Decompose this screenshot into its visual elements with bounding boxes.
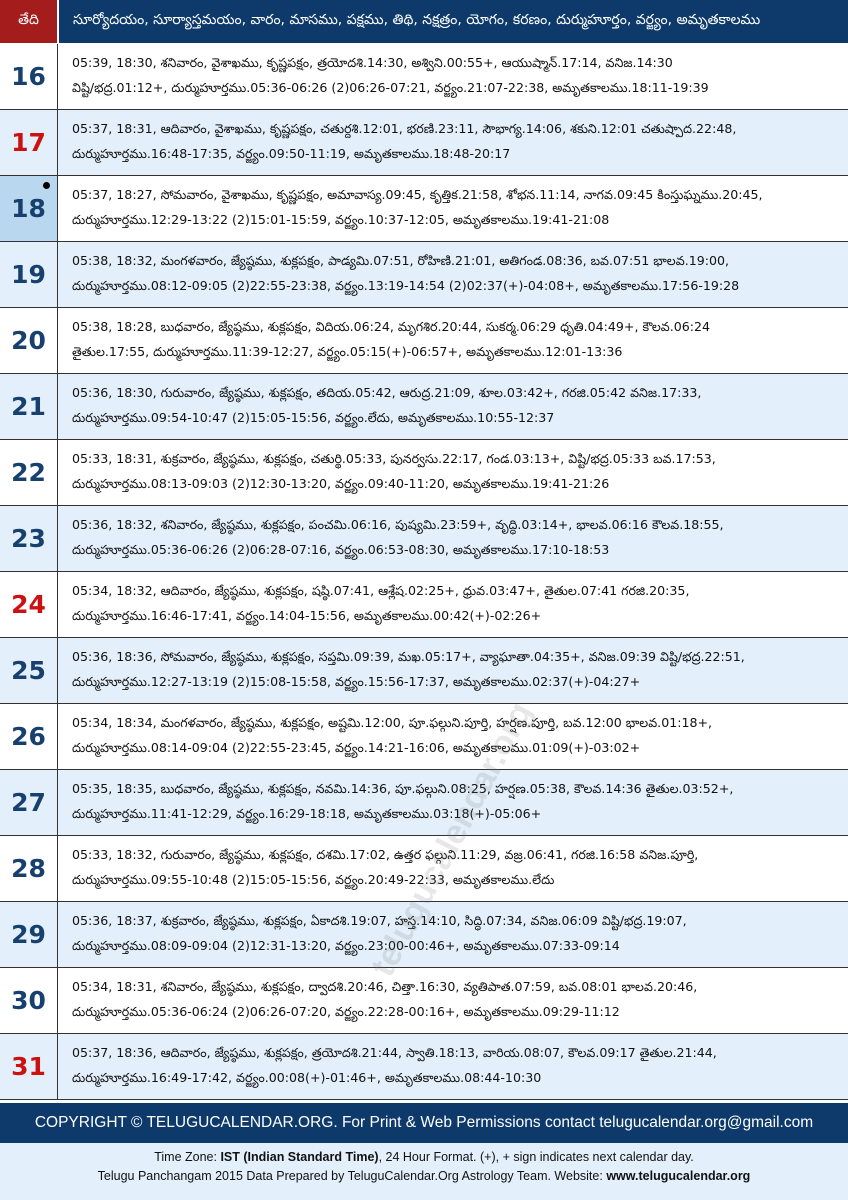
day-number: 31 <box>0 1034 58 1099</box>
details-line1: 05:37, 18:36, ఆదివారం, జ్యేష్ఠము, శుక్లప… <box>72 1045 717 1060</box>
day-number: 25 <box>0 638 58 703</box>
details-line1: 05:36, 18:37, శుక్రవారం, జ్యేష్ఠము, శుక్… <box>72 913 687 928</box>
website-link[interactable]: www.telugucalendar.org <box>606 1169 751 1183</box>
table-row: 28 05:33, 18:32, గురువారం, జ్యేష్ఠము, శుక… <box>0 836 848 902</box>
new-moon-dot-icon <box>43 182 50 189</box>
day-number: 21 <box>0 374 58 439</box>
day-details: 05:36, 18:37, శుక్రవారం, జ్యేష్ఠము, శుక్… <box>58 902 848 967</box>
details-line2: దుర్ముహూర్తము.16:49-17:42, వర్జ్యం.00:08… <box>72 1070 542 1085</box>
day-number: 27 <box>0 770 58 835</box>
table-row: 25 05:36, 18:36, సోమవారం, జ్యేష్ఠము, శుక్… <box>0 638 848 704</box>
table-row: 21 05:36, 18:30, గురువారం, జ్యేష్ఠము, శుక… <box>0 374 848 440</box>
details-line2: దుర్ముహూర్తము.05:36-06:24 (2)06:26-07:20… <box>72 1004 620 1019</box>
details-line2: దుర్ముహూర్తము.08:12-09:05 (2)22:55-23:38… <box>72 278 740 293</box>
day-number: 28 <box>0 836 58 901</box>
day-details: 05:33, 18:31, శుక్రవారం, జ్యేష్ఠము, శుక్… <box>58 440 848 505</box>
details-line2: దుర్ముహూర్తము.05:36-06:26 (2)06:28-07:16… <box>72 542 610 557</box>
day-number: 30 <box>0 968 58 1033</box>
details-line1: 05:39, 18:30, శనివారం, వైశాఖము, కృష్ణపక్… <box>72 55 673 70</box>
day-number: 22 <box>0 440 58 505</box>
table-row: 31 05:37, 18:36, ఆదివారం, జ్యేష్ఠము, శుక్… <box>0 1034 848 1100</box>
day-number: 26 <box>0 704 58 769</box>
table-row: 17 05:37, 18:31, ఆదివారం, వైశాఖము, కృష్ణప… <box>0 110 848 176</box>
day-details: 05:37, 18:36, ఆదివారం, జ్యేష్ఠము, శుక్లప… <box>58 1034 848 1099</box>
day-number: 29 <box>0 902 58 967</box>
details-line2: దుర్ముహూర్తము.08:13-09:03 (2)12:30-13:20… <box>72 476 610 491</box>
date-column-header: తేది <box>0 0 57 43</box>
details-line2: విష్టి/భద్ర.01:12+, దుర్ముహూర్తము.05:36-… <box>72 80 709 95</box>
details-line2: దుర్ముహూర్తము.09:54-10:47 (2)15:05-15:56… <box>72 410 555 425</box>
day-details: 05:34, 18:31, శనివారం, జ్యేష్ఠము, శుక్లప… <box>58 968 848 1033</box>
details-line1: 05:38, 18:28, బుధవారం, జ్యేష్ఠము, శుక్లప… <box>72 319 711 334</box>
details-line1: 05:36, 18:32, శనివారం, జ్యేష్ఠము, శుక్లప… <box>72 517 724 532</box>
day-details: 05:39, 18:30, శనివారం, వైశాఖము, కృష్ణపక్… <box>58 44 848 109</box>
footer-notes: Time Zone: IST (Indian Standard Time), 2… <box>0 1143 848 1200</box>
day-number: 17 <box>0 110 58 175</box>
details-line1: 05:37, 18:27, సోమవారం, వైశాఖము, కృష్ణపక్… <box>72 187 763 202</box>
day-number: 20 <box>0 308 58 373</box>
table-row: 23 05:36, 18:32, శనివారం, జ్యేష్ఠము, శుక్… <box>0 506 848 572</box>
day-details: 05:37, 18:27, సోమవారం, వైశాఖము, కృష్ణపక్… <box>58 176 848 241</box>
table-row: 27 05:35, 18:35, బుధవారం, జ్యేష్ఠము, శుక్… <box>0 770 848 836</box>
day-details: 05:36, 18:30, గురువారం, జ్యేష్ఠము, శుక్ల… <box>58 374 848 439</box>
panchangam-table: 16 05:39, 18:30, శనివారం, వైశాఖము, కృష్ణప… <box>0 44 848 1100</box>
table-row: 20 05:38, 18:28, బుధవారం, జ్యేష్ఠము, శుక్… <box>0 308 848 374</box>
day-details: 05:37, 18:31, ఆదివారం, వైశాఖము, కృష్ణపక్… <box>58 110 848 175</box>
copyright-bar: COPYRIGHT © TELUGUCALENDAR.ORG. For Prin… <box>0 1103 848 1143</box>
table-header: తేది సూర్యోదయం, సూర్యాస్తమయం, వారం, మాసమ… <box>0 0 848 43</box>
credit-note: Telugu Panchangam 2015 Data Prepared by … <box>97 1169 751 1183</box>
details-line1: 05:35, 18:35, బుధవారం, జ్యేష్ఠము, శుక్లప… <box>72 781 734 796</box>
details-line1: 05:34, 18:34, మంగళవారం, జ్యేష్ఠము, శుక్ల… <box>72 715 713 730</box>
day-details: 05:38, 18:32, మంగళవారం, జ్యేష్ఠము, శుక్ల… <box>58 242 848 307</box>
day-details: 05:33, 18:32, గురువారం, జ్యేష్ఠము, శుక్ల… <box>58 836 848 901</box>
day-number: 19 <box>0 242 58 307</box>
day-number: 16 <box>0 44 58 109</box>
timezone-note: Time Zone: IST (Indian Standard Time), 2… <box>154 1150 694 1164</box>
day-number: 18 <box>0 176 58 241</box>
details-column-header: సూర్యోదయం, సూర్యాస్తమయం, వారం, మాసము, పక… <box>59 0 848 43</box>
details-line2: దుర్ముహూర్తము.08:14-09:04 (2)22:55-23:45… <box>72 740 641 755</box>
table-row: 22 05:33, 18:31, శుక్రవారం, జ్యేష్ఠము, శు… <box>0 440 848 506</box>
table-row: 18 05:37, 18:27, సోమవారం, వైశాఖము, కృష్ణప… <box>0 176 848 242</box>
details-line2: దుర్ముహూర్తము.12:29-13:22 (2)15:01-15:59… <box>72 212 610 227</box>
details-line1: 05:33, 18:31, శుక్రవారం, జ్యేష్ఠము, శుక్… <box>72 451 716 466</box>
day-details: 05:38, 18:28, బుధవారం, జ్యేష్ఠము, శుక్లప… <box>58 308 848 373</box>
details-line1: 05:33, 18:32, గురువారం, జ్యేష్ఠము, శుక్ల… <box>72 847 699 862</box>
day-number: 24 <box>0 572 58 637</box>
details-line1: 05:38, 18:32, మంగళవారం, జ్యేష్ఠము, శుక్ల… <box>72 253 729 268</box>
table-row: 30 05:34, 18:31, శనివారం, జ్యేష్ఠము, శుక్… <box>0 968 848 1034</box>
table-row: 26 05:34, 18:34, మంగళవారం, జ్యేష్ఠము, శుక… <box>0 704 848 770</box>
table-row: 29 05:36, 18:37, శుక్రవారం, జ్యేష్ఠము, శు… <box>0 902 848 968</box>
day-details: 05:34, 18:32, ఆదివారం, జ్యేష్ఠము, శుక్లప… <box>58 572 848 637</box>
table-row: 16 05:39, 18:30, శనివారం, వైశాఖము, కృష్ణప… <box>0 44 848 110</box>
details-line1: 05:36, 18:30, గురువారం, జ్యేష్ఠము, శుక్ల… <box>72 385 702 400</box>
details-line1: 05:34, 18:31, శనివారం, జ్యేష్ఠము, శుక్లప… <box>72 979 698 994</box>
table-row: 24 05:34, 18:32, ఆదివారం, జ్యేష్ఠము, శుక్… <box>0 572 848 638</box>
day-details: 05:36, 18:36, సోమవారం, జ్యేష్ఠము, శుక్లప… <box>58 638 848 703</box>
details-line2: దుర్ముహూర్తము.16:46-17:41, వర్జ్యం.14:04… <box>72 608 542 623</box>
day-details: 05:36, 18:32, శనివారం, జ్యేష్ఠము, శుక్లప… <box>58 506 848 571</box>
day-number: 23 <box>0 506 58 571</box>
details-line1: 05:37, 18:31, ఆదివారం, వైశాఖము, కృష్ణపక్… <box>72 121 737 136</box>
details-line2: దుర్ముహూర్తము.09:55-10:48 (2)15:05-15:56… <box>72 872 555 887</box>
table-row: 19 05:38, 18:32, మంగళవారం, జ్యేష్ఠము, శుక… <box>0 242 848 308</box>
details-line2: దుర్ముహూర్తము.08:09-09:04 (2)12:31-13:20… <box>72 938 620 953</box>
details-line2: దుర్ముహూర్తము.12:27-13:19 (2)15:08-15:58… <box>72 674 641 689</box>
details-line1: 05:36, 18:36, సోమవారం, జ్యేష్ఠము, శుక్లప… <box>72 649 745 664</box>
details-line2: తైతుల.17:55, దుర్ముహూర్తము.11:39-12:27, … <box>72 344 623 359</box>
details-line1: 05:34, 18:32, ఆదివారం, జ్యేష్ఠము, శుక్లప… <box>72 583 690 598</box>
details-line2: దుర్ముహూర్తము.16:48-17:35, వర్జ్యం.09:50… <box>72 146 511 161</box>
details-line2: దుర్ముహూర్తము.11:41-12:29, వర్జ్యం.16:29… <box>72 806 542 821</box>
day-details: 05:35, 18:35, బుధవారం, జ్యేష్ఠము, శుక్లప… <box>58 770 848 835</box>
day-details: 05:34, 18:34, మంగళవారం, జ్యేష్ఠము, శుక్ల… <box>58 704 848 769</box>
